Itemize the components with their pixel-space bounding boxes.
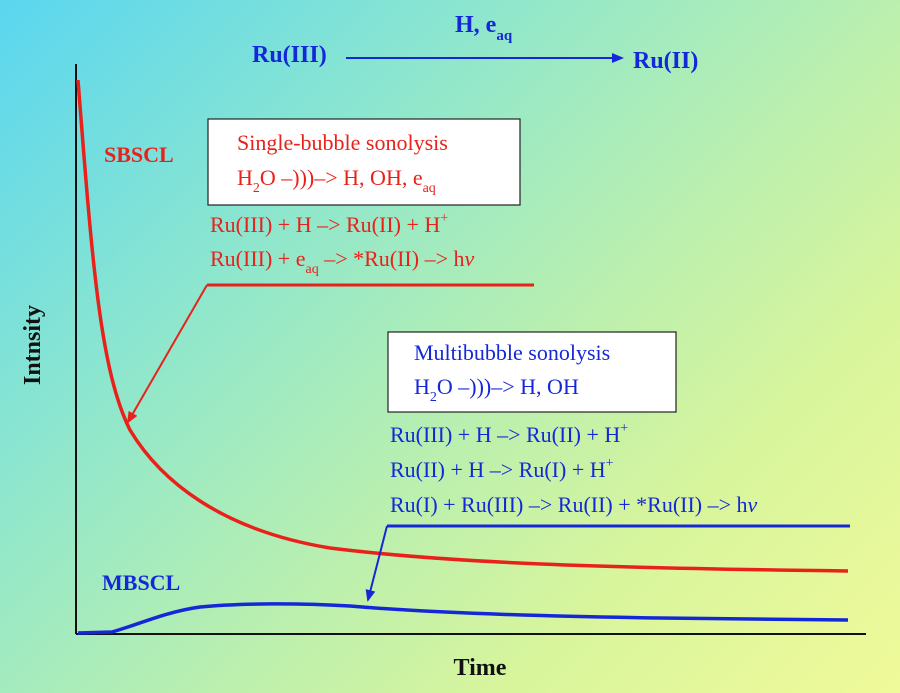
axes: Time Intnsity [20, 64, 866, 681]
mbscl-annotation: MBSCL Multibubble sonolysis H2O –)))–> H… [102, 331, 850, 602]
top-reaction: Ru(III) H, eaq Ru(II) [252, 12, 698, 74]
mbscl-reaction-1: Ru(III) + H –> Ru(II) + H+ [390, 421, 628, 447]
mbscl-box-equation: H2O –)))–> H, OH [414, 374, 579, 405]
mbscl-curve [77, 602, 849, 635]
top-reaction-right: Ru(II) [633, 48, 698, 74]
mbscl-pointer-arrow [365, 525, 388, 602]
sbscl-box [207, 118, 521, 206]
top-reaction-over: H, eaq [455, 12, 513, 44]
y-axis-label: Intnsity [20, 305, 46, 385]
mbscl-box-title: Multibubble sonolysis [414, 340, 610, 365]
sbscl-reaction-2: Ru(III) + eaq –> *Ru(II) –> hv [210, 246, 475, 277]
sbscl-label: SBSCL [104, 142, 174, 167]
mbscl-label: MBSCL [102, 570, 180, 595]
x-axis-label: Time [454, 655, 507, 681]
sbscl-annotation: SBSCL Single-bubble sonolysis H2O –)))–>… [104, 118, 534, 424]
mbscl-reaction-2: Ru(II) + H –> Ru(I) + H+ [390, 456, 614, 482]
sbscl-box-title: Single-bubble sonolysis [237, 130, 448, 155]
sbscl-pointer-arrow [127, 284, 208, 424]
sbscl-reaction-1: Ru(III) + H –> Ru(II) + H+ [210, 211, 448, 237]
mbscl-box [387, 331, 677, 413]
sbscl-box-equation: H2O –)))–> H, OH, eaq [237, 165, 436, 196]
top-reaction-left: Ru(III) [252, 42, 327, 68]
mbscl-reaction-3: Ru(I) + Ru(III) –> Ru(II) + *Ru(II) –> h… [390, 492, 758, 517]
sbscl-curve [76, 79, 849, 573]
